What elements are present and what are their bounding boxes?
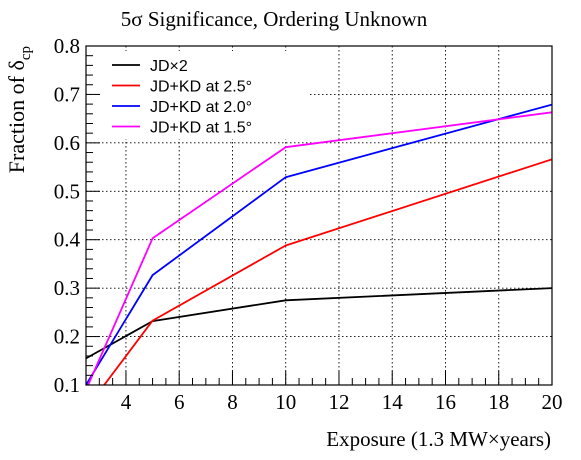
x-tick-label: 20 — [542, 390, 563, 414]
legend-entry-label: JD×2 — [150, 58, 188, 75]
series-line — [103, 158, 552, 385]
legend-entry-label: JD+KD at 2.0° — [150, 99, 252, 116]
y-tick-label: 0.5 — [54, 179, 80, 203]
y-tick-label: 0.7 — [54, 82, 80, 106]
x-tick-label: 10 — [275, 390, 296, 414]
x-tick-label: 16 — [435, 390, 456, 414]
x-tick-label: 6 — [174, 390, 185, 414]
x-tick-label: 4 — [121, 390, 132, 414]
series-line — [86, 103, 552, 385]
y-tick-label: 0.3 — [54, 276, 80, 300]
y-tick-label: 0.4 — [54, 228, 81, 252]
x-tick-label: 18 — [488, 390, 509, 414]
series-line — [87, 111, 552, 385]
x-tick-label: 14 — [382, 390, 404, 414]
series-lines — [86, 103, 552, 385]
legend-entry-label: JD+KD at 2.5° — [150, 79, 252, 96]
tick-labels: 4 6 8 10 12 14 16 18 20 0.1 0.2 0.3 0.4 0.5 0.6 0.7 0.8 — [54, 34, 563, 414]
legend-entry-label: JD+KD at 1.5° — [150, 120, 252, 137]
series-line — [86, 287, 552, 360]
y-tick-label: 0.8 — [54, 34, 80, 58]
y-axis-label: Fraction of δcp — [4, 46, 34, 173]
plot-frame — [85, 45, 553, 386]
legend: JD×2 JD+KD at 2.5° JD+KD at 2.0° JD+KD at 1… — [100, 51, 310, 139]
y-tick-label: 0.2 — [54, 325, 80, 349]
axis-ticks — [86, 45, 553, 386]
chart-title: 5σ Significance, Ordering Unknown — [121, 7, 428, 31]
y-tick-label: 0.6 — [54, 131, 80, 155]
y-axis-label-subscript: cp — [18, 46, 34, 60]
y-tick-label: 0.1 — [54, 373, 80, 397]
x-tick-label: 12 — [328, 390, 349, 414]
x-axis-label: Exposure (1.3 MW×years) — [326, 427, 551, 451]
x-tick-label: 8 — [227, 390, 238, 414]
y-axis-label-main: Fraction of δ — [4, 60, 29, 173]
